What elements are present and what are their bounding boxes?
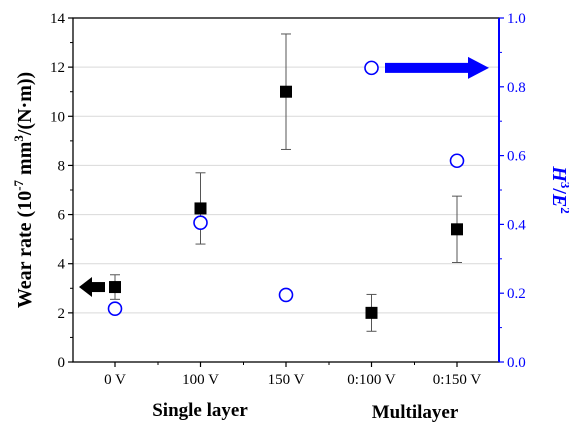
right-axis-ticks: 0.0 0.2 0.4 0.6 0.8 1.0: [499, 11, 526, 371]
left-tick-label: 4: [58, 257, 66, 273]
x-tick-label: 150 V: [268, 372, 305, 388]
wear-rate-point: [280, 85, 292, 98]
series-wear-rate: [109, 33, 463, 332]
left-tick-label: 10: [50, 109, 65, 125]
right-tick-label: 0.2: [507, 286, 526, 302]
x-tick-label: 0 V: [104, 372, 126, 388]
right-arrow-shaft: [385, 62, 470, 73]
h3-e2-point: [364, 60, 379, 76]
right-tick-label: 0.8: [507, 80, 526, 96]
left-tick-label: 14: [50, 11, 66, 27]
left-tick-label: 6: [58, 208, 66, 224]
left-axis-title: Wear rate (10-7 mm3/(N·m)): [11, 72, 36, 308]
series-h3-e2: [107, 60, 465, 316]
right-tick-label: 0.0: [507, 355, 526, 371]
right-axis-title: H3/E2: [548, 165, 569, 213]
wear-rate-point: [194, 202, 207, 215]
left-arrow-head: [79, 277, 92, 298]
h3-e2-point: [449, 153, 465, 169]
right-tick-label: 0.6: [507, 149, 526, 165]
x-tick-label: 0:150 V: [433, 372, 482, 388]
left-axis-ticks: 0 2 4 6 8 10 12 14: [50, 11, 73, 371]
axis-arrows: [79, 56, 489, 298]
wear-rate-point: [451, 223, 463, 236]
group-label-multilayer: Multilayer: [372, 402, 459, 423]
x-tick-label: 100 V: [182, 372, 219, 388]
right-arrow-head: [468, 56, 489, 79]
x-tick-label: 0:100 V: [347, 372, 396, 388]
h3-e2-point: [278, 287, 294, 303]
left-arrow-shaft: [91, 282, 105, 293]
left-tick-label: 12: [50, 60, 65, 76]
right-tick-label: 0.4: [507, 217, 526, 233]
h3-e2-point: [193, 215, 208, 230]
group-label-single-layer: Single layer: [152, 400, 248, 421]
wear-rate-point: [365, 306, 378, 319]
left-tick-label: 0: [58, 355, 66, 371]
h3-e2-point: [107, 301, 123, 316]
left-tick-label: 8: [58, 158, 66, 174]
right-tick-label: 1.0: [507, 11, 526, 27]
wear-rate-point: [109, 281, 121, 294]
x-axis-ticks: 0 V 100 V 150 V 0:100 V 0:150 V: [104, 362, 481, 388]
left-tick-label: 2: [58, 306, 66, 322]
